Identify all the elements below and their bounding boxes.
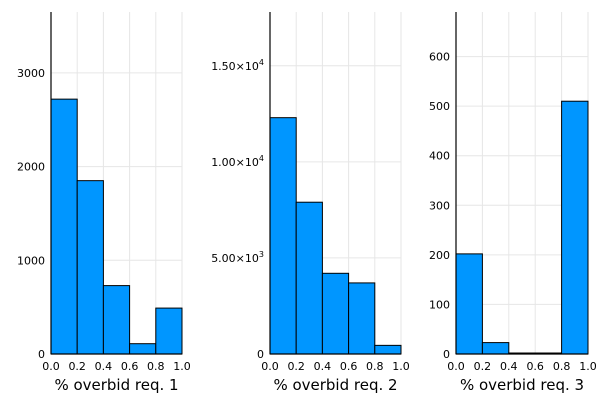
x-tick-label: 0.2 — [287, 360, 305, 373]
x-tick-label: 0.4 — [95, 360, 113, 373]
histogram-bar — [50, 98, 78, 355]
histogram-bar — [481, 342, 510, 355]
y-tick-label: 100 — [429, 298, 450, 311]
panel-2: 0.0 0.2 0.4 0.6 0.8 1.0 0 5.00×103 1.00×104 1.50×… — [211, 12, 410, 394]
y-tick-label: 600 — [429, 51, 450, 64]
x-tick-label: 0.8 — [147, 360, 165, 373]
y-tick-label: 0 — [443, 348, 450, 361]
y-tick-label: 0 — [257, 348, 264, 361]
x-tick-label: 0.8 — [553, 360, 571, 373]
x-tick-label: 0.0 — [261, 360, 279, 373]
x-tick-label: 0.8 — [366, 360, 384, 373]
y-tick-label: 300 — [429, 199, 450, 212]
x-axis-label: % overbid req. 3 — [460, 376, 584, 394]
histogram-bar — [269, 117, 297, 355]
y-tick-label: 2000 — [17, 161, 45, 174]
x-tick-label: 0.6 — [121, 360, 139, 373]
histogram-bar — [561, 100, 589, 355]
x-tick-label: 0.6 — [340, 360, 358, 373]
x-tick-label: 1.0 — [579, 360, 597, 373]
x-tick-label: 1.0 — [392, 360, 410, 373]
x-tick-label: 0.0 — [447, 360, 465, 373]
histogram-bar — [295, 201, 323, 355]
x-tick-label: 0.2 — [68, 360, 86, 373]
x-tick-label: 0.6 — [526, 360, 544, 373]
y-tick-label: 1.50×104 — [211, 58, 264, 73]
histogram-bar — [129, 343, 157, 355]
y-tick-label: 0 — [38, 348, 45, 361]
x-tick-label: 0.0 — [42, 360, 60, 373]
x-tick-label: 0.4 — [314, 360, 332, 373]
histogram-bar — [155, 307, 183, 355]
x-tick-label: 1.0 — [173, 360, 191, 373]
histogram-bar — [321, 272, 350, 355]
y-tick-label: 1000 — [17, 254, 45, 267]
y-tick-label: 400 — [429, 150, 450, 163]
panel-1: 0.0 0.2 0.4 0.6 0.8 1.0 0 1000 2000 3000 % overbid… — [17, 12, 191, 394]
y-tick-label: 5.00×103 — [211, 250, 264, 265]
y-tick-label: 500 — [429, 100, 450, 113]
y-tick-label: 1.00×104 — [211, 154, 264, 169]
x-axis-label: % overbid req. 2 — [273, 376, 397, 394]
histogram-bar — [455, 253, 483, 355]
x-axis-label: % overbid req. 1 — [54, 376, 178, 394]
y-tick-label: 200 — [429, 249, 450, 262]
y-tick-label: 3000 — [17, 67, 45, 80]
x-tick-label: 0.4 — [500, 360, 518, 373]
histogram-bar — [374, 344, 402, 355]
histogram-bar — [102, 285, 131, 355]
x-tick-label: 0.2 — [474, 360, 492, 373]
histogram-bar — [348, 282, 376, 355]
panel-3: 0.0 0.2 0.4 0.6 0.8 1.0 0 100 200 300 400 500 600 % o… — [429, 12, 597, 394]
histogram-bar — [76, 180, 104, 355]
